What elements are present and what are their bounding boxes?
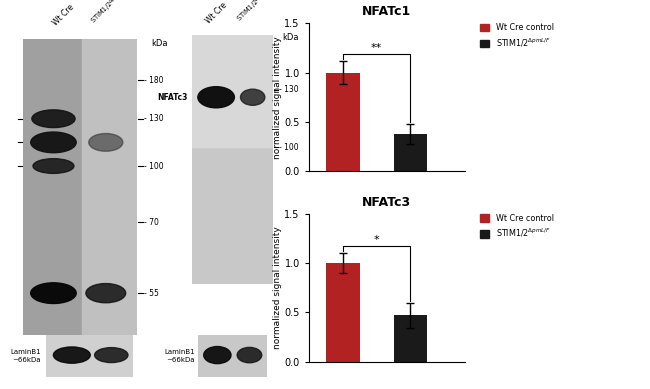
Y-axis label: normalized signal intensity: normalized signal intensity bbox=[272, 36, 281, 159]
Text: - 70: - 70 bbox=[144, 218, 159, 227]
Ellipse shape bbox=[88, 133, 123, 151]
Text: - 100: - 100 bbox=[144, 161, 164, 170]
Ellipse shape bbox=[33, 159, 74, 173]
Bar bbox=[393, 134, 428, 171]
Ellipse shape bbox=[53, 347, 90, 363]
Ellipse shape bbox=[198, 87, 235, 108]
Bar bbox=[326, 263, 359, 362]
Text: - 100: - 100 bbox=[279, 142, 298, 152]
Ellipse shape bbox=[31, 132, 76, 153]
Text: LaminB1
~66kDa: LaminB1 ~66kDa bbox=[10, 349, 41, 363]
Bar bbox=[326, 73, 359, 171]
Bar bbox=[393, 315, 428, 362]
Text: *: * bbox=[374, 235, 380, 245]
Legend: Wt Cre control, STIM1/2$^{\Delta pmL/F}$: Wt Cre control, STIM1/2$^{\Delta pmL/F}$ bbox=[476, 20, 557, 52]
Text: LaminB1
~66kDa: LaminB1 ~66kDa bbox=[164, 349, 195, 363]
Text: Wt Cre: Wt Cre bbox=[51, 2, 76, 27]
Text: **: ** bbox=[371, 43, 382, 53]
Bar bbox=[23, 39, 82, 335]
Ellipse shape bbox=[32, 110, 75, 128]
Ellipse shape bbox=[95, 348, 128, 363]
Y-axis label: normalized signal intensity: normalized signal intensity bbox=[272, 226, 281, 349]
Ellipse shape bbox=[240, 89, 265, 105]
Text: STIM1/2$^{\Delta pmLF}$: STIM1/2$^{\Delta pmLF}$ bbox=[234, 0, 274, 25]
Text: STIM1/2$^{\Delta pmLF}$: STIM1/2$^{\Delta pmLF}$ bbox=[88, 0, 129, 27]
Title: NFATc3: NFATc3 bbox=[362, 196, 411, 209]
Text: - 180: - 180 bbox=[144, 76, 164, 85]
Text: Wt Cre: Wt Cre bbox=[204, 0, 229, 25]
Ellipse shape bbox=[31, 283, 76, 303]
Text: - 130: - 130 bbox=[144, 114, 164, 123]
Text: kDa: kDa bbox=[283, 33, 299, 42]
Title: NFATc1: NFATc1 bbox=[362, 5, 411, 18]
Ellipse shape bbox=[86, 284, 125, 303]
Text: NFATc3: NFATc3 bbox=[157, 93, 188, 102]
Ellipse shape bbox=[203, 347, 231, 364]
Text: - 55: - 55 bbox=[144, 289, 159, 298]
Bar bbox=[82, 39, 136, 335]
Text: - 130: - 130 bbox=[279, 85, 298, 94]
Bar bbox=[192, 35, 273, 147]
Ellipse shape bbox=[237, 347, 262, 363]
Text: kDa: kDa bbox=[151, 39, 168, 48]
Legend: Wt Cre control, STIM1/2$^{\Delta pmL/F}$: Wt Cre control, STIM1/2$^{\Delta pmL/F}$ bbox=[476, 210, 557, 242]
